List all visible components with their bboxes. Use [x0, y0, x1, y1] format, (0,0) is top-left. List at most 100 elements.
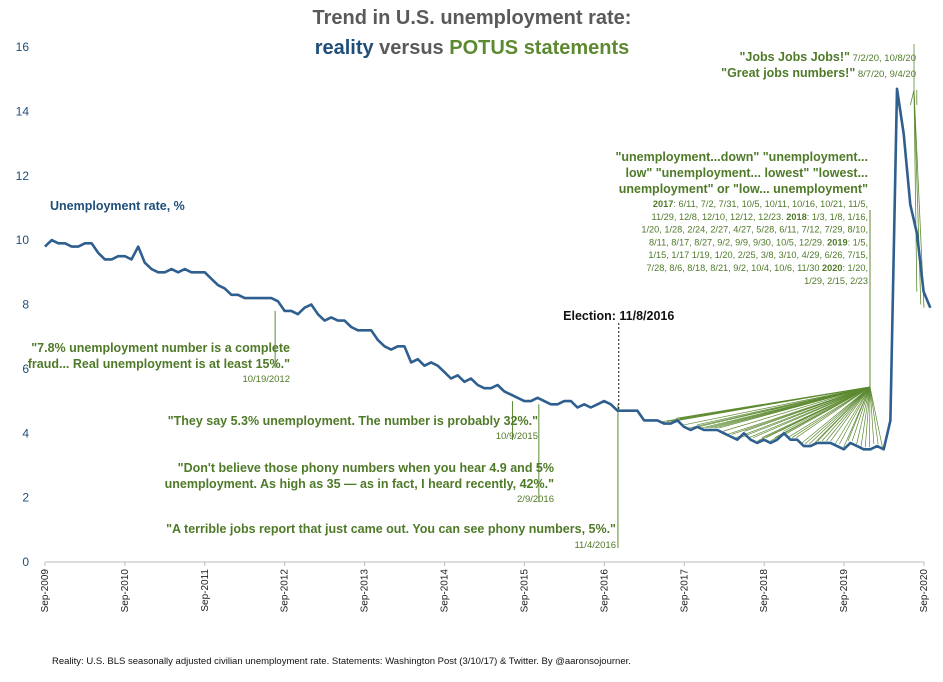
- x-tick-label: Sep-2014: [440, 569, 451, 613]
- potus-statements-block: "unemployment...down" "unemployment... l…: [615, 150, 868, 286]
- x-tick-label: Sep-2015: [519, 569, 530, 613]
- jobs-quote-1-text: "Jobs Jobs Jobs!": [739, 50, 850, 64]
- subtitle-versus: versus: [374, 37, 450, 59]
- y-tick-label: 8: [22, 298, 29, 312]
- chart-title: Trend in U.S. unemployment rate:: [313, 7, 632, 29]
- jobs-quote-1: "Jobs Jobs Jobs!" 7/2/20, 10/8/20: [739, 50, 916, 64]
- y-tick-label: 4: [22, 426, 29, 440]
- annotation-2015-line1: "They say 5.3% unemployment. The number …: [168, 414, 538, 428]
- x-tick-label: Sep-2010: [120, 569, 131, 613]
- jobs-quotes: "Jobs Jobs Jobs!" 7/2/20, 10/8/20 "Great…: [721, 50, 916, 80]
- statement-dates-line: 1/29, 2/15, 2/23: [804, 276, 868, 286]
- connector-line: [808, 386, 871, 445]
- annotation-2012-line2: fraud... Real unemployment is at least 1…: [28, 357, 290, 371]
- y-tick-label: 0: [22, 555, 29, 569]
- annotation-feb-2016-line1: "Don't believe those phony numbers when …: [178, 461, 554, 475]
- connector-line: [787, 386, 871, 438]
- annotation-2015: "They say 5.3% unemployment. The number …: [168, 414, 538, 442]
- y-tick-label: 16: [16, 40, 30, 54]
- annotation-nov-2016-date: 11/4/2016: [574, 540, 616, 551]
- x-tick-label: Sep-2013: [360, 569, 371, 613]
- connector-line: [753, 386, 871, 439]
- connector-line: [821, 386, 871, 442]
- jobs-quote-2-dates: 8/7/20, 9/4/20: [855, 69, 916, 80]
- statement-year: 2017: [653, 199, 673, 209]
- statement-dates: 7/28, 8/6, 8/18, 8/21, 9/2, 10/4, 10/6, …: [646, 263, 822, 273]
- election-label: Election: 11/8/2016: [563, 309, 674, 323]
- connector-line: [718, 386, 871, 429]
- y-tick-label: 6: [22, 362, 29, 376]
- statement-dates-line: 11/29, 12/8, 12/10, 12/12, 12/23. 2018: …: [652, 212, 868, 222]
- connector-line: [684, 386, 871, 426]
- x-tick-label: Sep-2017: [679, 569, 690, 613]
- statement-year: 2019: [827, 237, 847, 247]
- statement-dates: 11/29, 12/8, 12/10, 12/12, 12/23.: [652, 212, 787, 222]
- connector-line: [869, 386, 875, 445]
- y-axis: 0 2 4 6 8 10 12 14 16: [16, 40, 30, 569]
- jobs-quote-2: "Great jobs numbers!" 8/7/20, 9/4/20: [721, 66, 916, 80]
- annotation-feb-2016-line2: unemployment. As high as 35 — as in fact…: [165, 477, 554, 491]
- annotation-feb-2016: "Don't believe those phony numbers when …: [165, 461, 554, 505]
- statement-dates: 8/11, 8/17, 8/27, 9/2, 9/9, 9/30, 10/5, …: [649, 237, 827, 247]
- annotation-nov-2016: "A terrible jobs report that just came o…: [166, 522, 616, 551]
- y-tick-label: 2: [22, 491, 29, 505]
- connector-line: [851, 386, 871, 442]
- connector-line: [817, 386, 871, 442]
- connector-line: [791, 386, 871, 438]
- annotation-2015-date: 10/9/2015: [496, 431, 538, 442]
- statement-dates-line: 1/20, 1/28, 2/24, 2/27, 4/27, 5/28, 6/11…: [641, 225, 868, 235]
- connector-line: [722, 386, 871, 432]
- statement-dates: : 6/11, 7/2, 7/31, 10/5, 10/11, 10/16, 1…: [673, 199, 868, 209]
- statement-dates: 1/15, 1/17 1/19, 1/20, 2/25, 3/8, 3/10, …: [648, 250, 868, 260]
- potus-quote-line3: unemployment" or "low... unemployment": [619, 182, 868, 196]
- statement-dates: : 1/3, 1/8, 1/16,: [807, 212, 868, 222]
- x-axis: Sep-2009 Sep-2010 Sep-2011 Sep-2012 Sep-2013…: [40, 561, 930, 613]
- statement-dates: 1/29, 2/15, 2/23: [804, 276, 868, 286]
- jobs-quote-2-text: "Great jobs numbers!": [721, 66, 855, 80]
- statement-dates: : 1/5,: [848, 237, 868, 247]
- connector-line: [740, 386, 871, 439]
- x-tick-label: Sep-2020: [919, 569, 930, 613]
- connector-line: [913, 89, 918, 292]
- jobs-quote-1-dates: 7/2/20, 10/8/20: [850, 53, 916, 64]
- annotation-nov-2016-line1: "A terrible jobs report that just came o…: [166, 522, 616, 536]
- statement-year: 2020: [822, 263, 842, 273]
- connector-line: [796, 386, 871, 438]
- x-tick-label: Sep-2012: [280, 569, 291, 613]
- x-tick-label: Sep-2018: [759, 569, 770, 613]
- x-tick-label: Sep-2009: [40, 569, 51, 613]
- connector-line: [778, 386, 871, 438]
- x-tick-label: Sep-2019: [839, 569, 850, 613]
- x-tick-label: Sep-2011: [200, 569, 211, 612]
- potus-statement-dates: 2017: 6/11, 7/2, 7/31, 10/5, 10/11, 10/1…: [641, 199, 868, 286]
- connector-line: [830, 386, 871, 442]
- connector-line: [839, 386, 871, 445]
- connector-line: [913, 89, 922, 305]
- annotation-feb-2016-date: 2/9/2016: [517, 494, 554, 505]
- connector-line: [864, 386, 871, 448]
- connector-line: [856, 386, 871, 445]
- connector-line: [804, 386, 871, 445]
- y-tick-label: 10: [16, 233, 30, 247]
- statement-dates: : 1/20,: [842, 263, 868, 273]
- connector-line: [847, 386, 871, 442]
- annotation-2012: "7.8% unemployment number is a complete …: [28, 341, 290, 385]
- subtitle-potus: POTUS statements: [449, 37, 629, 59]
- subtitle-reality: reality: [315, 37, 375, 59]
- statement-dates: 1/20, 1/28, 2/24, 2/27, 4/27, 5/28, 6/11…: [641, 225, 868, 235]
- connector-line: [744, 386, 871, 432]
- connector-line: [826, 386, 871, 442]
- statement-dates-line: 8/11, 8/17, 8/27, 9/2, 9/9, 9/30, 10/5, …: [649, 237, 868, 247]
- potus-quote-line1: "unemployment...down" "unemployment...: [615, 150, 868, 164]
- connector-line: [869, 386, 879, 445]
- statement-dates-line: 2017: 6/11, 7/2, 7/31, 10/5, 10/11, 10/1…: [653, 199, 868, 209]
- connector-line: [783, 386, 871, 432]
- y-tick-label: 12: [16, 169, 30, 183]
- annotation-2012-date: 10/19/2012: [242, 374, 290, 385]
- annotation-2012-line1: "7.8% unemployment number is a complete: [31, 341, 290, 355]
- statement-dates-line: 1/15, 1/17 1/19, 1/20, 2/25, 3/8, 3/10, …: [648, 250, 868, 260]
- connector-line: [860, 386, 871, 448]
- statement-dates-line: 7/28, 8/6, 8/18, 8/21, 9/2, 10/4, 10/6, …: [646, 263, 868, 273]
- chart-subtitle: reality versus POTUS statements: [315, 37, 630, 59]
